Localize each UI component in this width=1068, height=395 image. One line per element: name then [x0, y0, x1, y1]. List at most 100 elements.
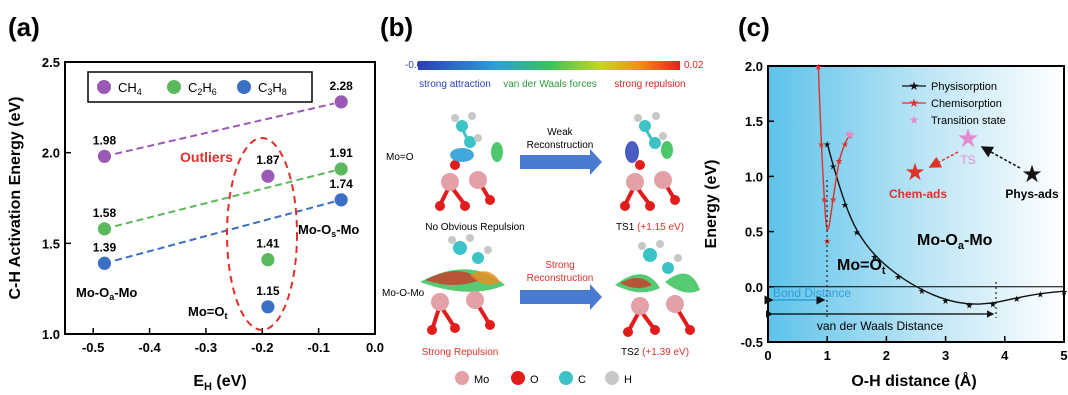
mo-ot-label: Mo=Ot — [188, 304, 227, 321]
legend-ch4: CH4 — [118, 80, 142, 97]
panel-a-xtick-label: -0.1 — [307, 340, 329, 355]
chem-ads-label: Chem-ads — [889, 187, 947, 201]
panel-a-xtick-label: -0.4 — [138, 340, 161, 355]
mo-oa-mo-curve-label: Mo-Oa-Mo — [917, 232, 993, 252]
panel-c-curves: ★★★★★★★★★★★★★★★★★★★★★★ — [814, 62, 1068, 310]
curve-marker-transition-state: ★ — [844, 126, 856, 141]
data-label: 1.39 — [93, 240, 117, 254]
phys-ads-big-star: ★ — [1021, 161, 1043, 188]
ts-to-chem-arrow — [928, 151, 959, 168]
curve-marker-physisorption: ★ — [871, 252, 879, 262]
mo-oa-mo-label: Mo-Oa-Mo — [76, 285, 137, 302]
row1-label: Mo=O — [386, 152, 414, 163]
panel-c-xtick-label: 5 — [1060, 348, 1067, 363]
curve-marker-physisorption: ★ — [1060, 287, 1068, 297]
panel-a-label: (a) — [8, 12, 40, 42]
panel-b-label: (b) — [380, 12, 413, 42]
mo-os-mo-label: Mo-Os-Mo — [298, 222, 359, 239]
panel-c-xtick-label: 0 — [764, 348, 771, 363]
panel-c-ylabel: Energy (eV) — [703, 160, 720, 249]
data-point-c3h8 — [260, 299, 276, 315]
curve-marker-chemisorption: ★ — [829, 194, 837, 204]
structure-row2-left — [420, 234, 505, 335]
panel-c-xtick-label: 2 — [883, 348, 890, 363]
curve-marker-physisorption: ★ — [1036, 289, 1044, 299]
panel-c-xtick-label: 1 — [824, 348, 831, 363]
structure-row1-right — [620, 112, 680, 211]
legend-c3h8-marker — [237, 80, 251, 94]
chem-ads-big-star: ★ — [904, 159, 926, 186]
phys-ads-label: Phys-ads — [1005, 187, 1059, 201]
panel-c-ytick-label: -0.5 — [741, 335, 763, 350]
data-point-c2h6 — [97, 221, 112, 237]
row1-left-caption: No Obvious Repulsion — [425, 222, 525, 233]
atom-c-marker — [559, 371, 573, 385]
row2-left-caption: Strong Repulsion — [422, 347, 499, 358]
outliers-label: Outliers — [180, 149, 233, 165]
legend-ch4-marker — [97, 80, 111, 94]
row1-arrow-line2: Reconstruction — [527, 140, 594, 151]
panel-a-ytick-label: 1.0 — [42, 327, 60, 342]
atom-o-marker — [511, 371, 525, 385]
data-point-c3h8 — [97, 255, 112, 271]
panel-a-ylabel: C-H Activation Energy (eV) — [7, 97, 24, 300]
trend-line-ch4 — [104, 100, 342, 158]
data-label: 1.74 — [330, 177, 354, 191]
panel-c-xlabel: O-H distance (Å) — [851, 371, 976, 390]
atom-o-label: O — [530, 374, 539, 386]
panel-a-ytick-label: 2.0 — [42, 146, 60, 161]
row2-arrow — [520, 284, 602, 310]
ts-big-star: ★ — [956, 123, 979, 153]
legend-chem-star: ★ — [909, 96, 920, 110]
structure-row2-right — [615, 240, 700, 337]
panel-a-ytick-label: 2.5 — [42, 55, 60, 70]
panel-c-ticks: 0 1 2 3 4 5 -0.5 0.0 0.5 1.0 1.5 2.0 — [741, 59, 1068, 363]
colorbar-max: 0.02 — [684, 60, 704, 71]
data-point-ch4 — [97, 148, 112, 164]
panel-a-xtick-label: 0.0 — [366, 340, 384, 355]
panel-a-ytick-label: 1.5 — [42, 236, 60, 251]
curve-marker-physisorption: ★ — [841, 200, 849, 210]
data-label: 1.87 — [256, 153, 280, 167]
curve-marker-physisorption: ★ — [965, 300, 973, 310]
panel-c-xtick-label: 3 — [942, 348, 949, 363]
panel-a-ticks: -0.5 -0.4 -0.3 -0.2 -0.1 0.0 1.0 1.5 2.0 2.5 — [42, 55, 384, 355]
curve-marker-physisorption: ★ — [823, 139, 831, 149]
panel-a: (a) -0.5 -0.4 -0.3 -0.2 -0.1 0.01.01.52.02.5 … — [7, 12, 384, 393]
row2-arrow-line1: Strong — [545, 260, 574, 271]
curve-marker-physisorption: ★ — [942, 296, 950, 306]
trend-line-c2h6 — [104, 168, 342, 230]
atom-h-label: H — [624, 374, 632, 386]
data-label: 1.41 — [256, 237, 280, 251]
panel-c-frame — [767, 65, 1065, 343]
legend-c3h8: C3H8 — [258, 80, 287, 97]
mo-ot-curve-label: Mo=Ot — [837, 257, 886, 277]
curve-marker-chemisorption: ★ — [841, 139, 849, 149]
panel-c-ytick-label: 2.0 — [745, 59, 763, 74]
curve-marker-physisorption: ★ — [829, 161, 837, 171]
panel-c-xtick-label: 4 — [1001, 348, 1009, 363]
curve-physisorption — [826, 143, 1065, 305]
legend-phys-star: ★ — [909, 79, 920, 93]
panel-a-points: 1.98 1.87 2.28 1.58 1.41 1.91 1.39 1.15 1.74 — [93, 79, 354, 315]
panel-a-legend: CH4 C2H6 C3H8 — [87, 71, 313, 103]
legend-chemisorption: Chemisorption — [931, 98, 1002, 110]
ts-label: TS — [960, 153, 975, 167]
panel-c-legend: ★ Physisorption ★ Chemisorption ★ Transi… — [902, 79, 1006, 127]
bond-distance-label: Bond Distance — [773, 286, 851, 300]
outliers-ellipse — [226, 137, 298, 331]
row2-arrow-line2: Reconstruction — [527, 273, 594, 284]
row1-arrow-line1: Weak — [547, 127, 573, 138]
phys-to-ts-arrow — [980, 146, 1021, 169]
trend-line-c3h8 — [104, 198, 342, 265]
curve-marker-chemisorption: ★ — [846, 130, 854, 140]
data-point-ch4 — [260, 168, 276, 184]
data-label: 1.98 — [93, 133, 117, 147]
data-label: 2.28 — [330, 79, 354, 93]
structure-row1-left — [435, 112, 503, 211]
legend-transition-state: Transition state — [931, 115, 1006, 127]
atom-h-marker — [605, 371, 619, 385]
atom-c-label: C — [578, 374, 586, 386]
data-label: 1.58 — [93, 206, 117, 220]
curve-chemisorption — [817, 65, 851, 231]
